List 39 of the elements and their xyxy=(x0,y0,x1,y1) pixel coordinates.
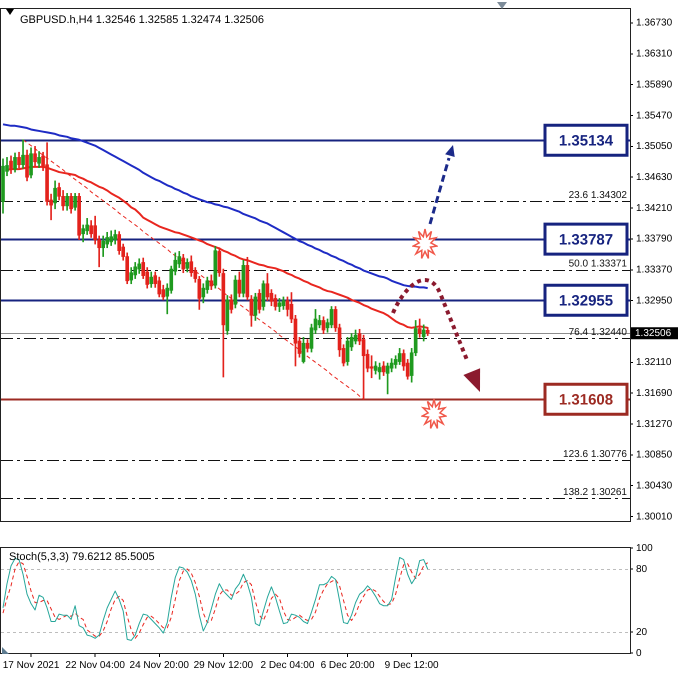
x-tick-label: 22 Nov 04:00 xyxy=(65,660,126,671)
y-tick-label: 1.31270 xyxy=(636,418,673,430)
ref-line-label: 123.6 1.30776 xyxy=(563,449,628,460)
ref-line-label: 1.31608 xyxy=(558,391,614,408)
y-tick-label: 1.35890 xyxy=(636,79,673,90)
x-tick-label: 29 Nov 12:00 xyxy=(194,660,254,671)
y-tick-label: 1.36310 xyxy=(636,48,673,60)
ref-line-label: 1.35134 xyxy=(558,132,614,150)
y-tick-label: 1.33370 xyxy=(636,264,673,276)
ref-line-label: 76.4 1.32440 xyxy=(568,326,628,338)
y-tick-label: 1.30850 xyxy=(636,450,673,461)
ref-line-label: 138.2 1.30261 xyxy=(563,486,628,498)
y-tick-label: 1.32110 xyxy=(636,357,672,368)
x-tick-label: 6 Dec 20:00 xyxy=(320,660,375,671)
y-tick-label: 1.33790 xyxy=(636,234,673,245)
y-tick-label: 0 xyxy=(636,648,642,659)
y-tick-label: 1.31690 xyxy=(636,388,673,399)
y-tick-label: 1.36730 xyxy=(636,18,673,29)
x-tick-label: 9 Dec 12:00 xyxy=(384,660,440,671)
y-tick-label: 1.35470 xyxy=(636,110,673,122)
y-tick-label: 100 xyxy=(636,542,654,554)
ref-line-label: 23.6 1.34302 xyxy=(568,190,628,202)
y-tick-label: 1.32950 xyxy=(636,295,673,306)
x-tick-label: 24 Nov 20:00 xyxy=(130,660,190,671)
x-tick-label: 17 Nov 2021 xyxy=(2,660,60,671)
y-tick-label: 1.34630 xyxy=(636,172,673,183)
y-tick-label: 1.35050 xyxy=(636,141,673,152)
y-tick-label: 80 xyxy=(636,564,648,575)
y-tick-label: 1.30430 xyxy=(636,480,673,492)
y-tick-label: 1.34210 xyxy=(636,202,673,214)
ref-line-label: 1.33787 xyxy=(558,231,614,248)
chart-title: GBPUSD.h,H4 1.32546 1.32585 1.32474 1.32506 xyxy=(20,14,264,26)
ref-line-label: 1.32506 xyxy=(635,328,672,339)
y-tick-label: 1.30010 xyxy=(636,511,673,522)
y-tick-label: 20 xyxy=(636,626,648,638)
ref-line-label: 50.0 1.33371 xyxy=(568,258,628,270)
ref-line-label: 1.32955 xyxy=(558,292,614,310)
x-tick-label: 2 Dec 04:00 xyxy=(260,660,315,671)
chart-title: Stoch(5,3,3) 79.6212 85.5005 xyxy=(9,551,155,564)
